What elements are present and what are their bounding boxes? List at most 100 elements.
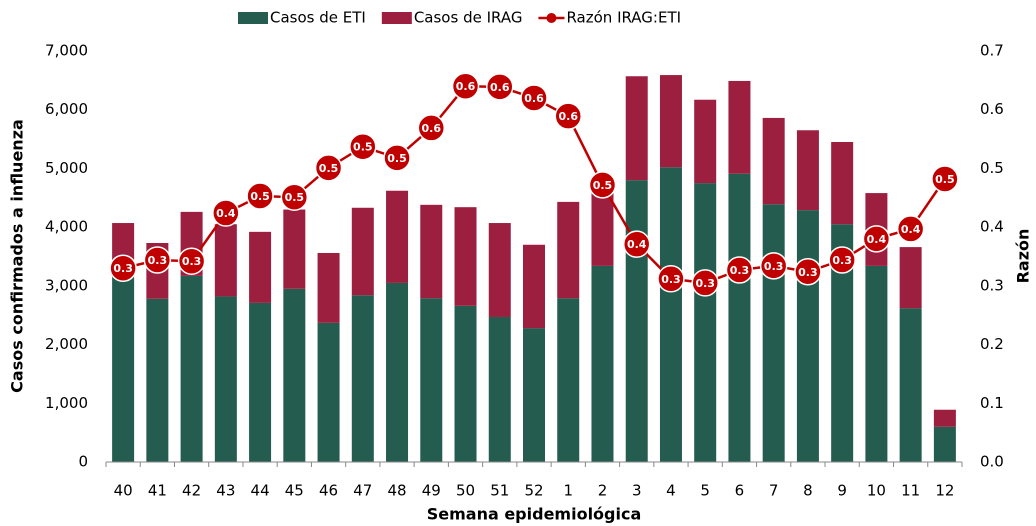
bar [762, 204, 785, 462]
y-tick-label: 6,000 [45, 100, 88, 118]
line-marker [212, 199, 240, 227]
bar [523, 244, 545, 329]
bar [488, 223, 511, 317]
value-label: 0.3 [182, 255, 202, 268]
legend-swatch [546, 13, 557, 23]
value-label: 0.3 [832, 254, 852, 267]
bar [249, 302, 272, 462]
line-marker [143, 246, 172, 274]
y2-tick-label: 0.2 [980, 335, 1004, 353]
y-tick-label: 4,000 [45, 218, 88, 236]
bar [728, 80, 751, 174]
x-tick-label: 46 [319, 482, 338, 500]
line-marker [657, 265, 685, 293]
x-tick-label: 11 [901, 482, 920, 500]
bar [386, 190, 409, 283]
bar [351, 207, 374, 296]
value-label: 0.5 [353, 141, 373, 154]
bar [283, 288, 306, 462]
value-label: 0.6 [456, 80, 476, 93]
x-tick-label: 8 [803, 482, 813, 500]
bar [933, 426, 956, 462]
line-marker [417, 114, 446, 142]
bar [557, 201, 580, 299]
value-label: 0.6 [490, 81, 510, 94]
bar [899, 308, 922, 462]
bar [317, 252, 340, 323]
bar [283, 209, 306, 289]
line-marker [280, 183, 309, 211]
value-label: 0.3 [730, 264, 750, 277]
x-tick-label: 43 [216, 482, 235, 500]
value-label: 0.3 [661, 273, 681, 286]
bar [728, 173, 751, 462]
y-tick-label: 7,000 [45, 42, 88, 60]
x-tick-label: 1 [563, 482, 573, 500]
bar [831, 224, 854, 462]
value-label: 0.3 [148, 254, 168, 267]
y2-tick-label: 0.3 [980, 276, 1004, 294]
bar [249, 231, 272, 303]
line-marker [828, 246, 856, 274]
y2-tick-label: 0.5 [980, 159, 1004, 177]
bar [523, 328, 545, 462]
bar [899, 247, 922, 309]
x-tick-label: 7 [769, 482, 779, 500]
line-marker [794, 258, 822, 286]
x-tick-label: 52 [524, 482, 543, 500]
bar [694, 99, 717, 184]
line-marker [588, 171, 617, 199]
bar [694, 183, 717, 462]
line-marker [862, 225, 891, 253]
value-label: 0.4 [867, 233, 887, 246]
line-marker [314, 154, 343, 182]
line-marker [691, 269, 719, 297]
y2-axis-title: Razón [1014, 229, 1033, 284]
bar [591, 265, 614, 462]
bar [625, 76, 648, 181]
x-tick-label: 47 [353, 482, 372, 500]
bar [865, 265, 888, 462]
bar [591, 191, 614, 266]
x-tick-label: 9 [837, 482, 847, 500]
y-axis-title: Casos confirmados a influenza [8, 119, 27, 393]
value-label: 0.5 [935, 173, 955, 186]
y2-tick-label: 0.0 [980, 453, 1004, 471]
bar [796, 210, 819, 462]
bar [454, 305, 477, 462]
line-marker [931, 165, 959, 193]
value-label: 0.4 [216, 207, 236, 220]
value-label: 0.4 [901, 223, 921, 236]
x-tick-label: 10 [867, 482, 886, 500]
x-tick-label: 6 [735, 482, 745, 500]
y2-tick-label: 0.4 [980, 218, 1004, 236]
line-marker [349, 132, 377, 161]
bar [420, 298, 443, 462]
line-marker [383, 144, 411, 172]
value-label: 0.5 [285, 191, 305, 204]
y-tick-label: 5,000 [45, 159, 88, 177]
value-label: 0.5 [593, 179, 613, 192]
y2-tick-label: 0.7 [980, 42, 1004, 60]
x-tick-label: 40 [114, 482, 133, 500]
x-tick-label: 4 [666, 482, 676, 500]
legend: Casos de ETI Casos de IRAG Razón IRAG:ETI [238, 9, 681, 27]
line-marker [759, 252, 788, 280]
x-tick-label: 44 [251, 482, 270, 500]
bar [180, 275, 203, 462]
value-label: 0.5 [250, 190, 270, 203]
bar [317, 322, 340, 462]
value-label: 0.4 [627, 238, 647, 251]
bar [214, 296, 237, 462]
line-marker [896, 215, 925, 243]
legend-label: Casos de ETI [270, 9, 366, 27]
line-marker [177, 247, 206, 275]
value-label: 0.3 [798, 266, 818, 279]
x-tick-label: 41 [148, 482, 167, 500]
x-tick-label: 50 [456, 482, 475, 500]
line-marker [725, 256, 754, 284]
bar [420, 204, 443, 299]
legend-swatch [381, 12, 412, 24]
